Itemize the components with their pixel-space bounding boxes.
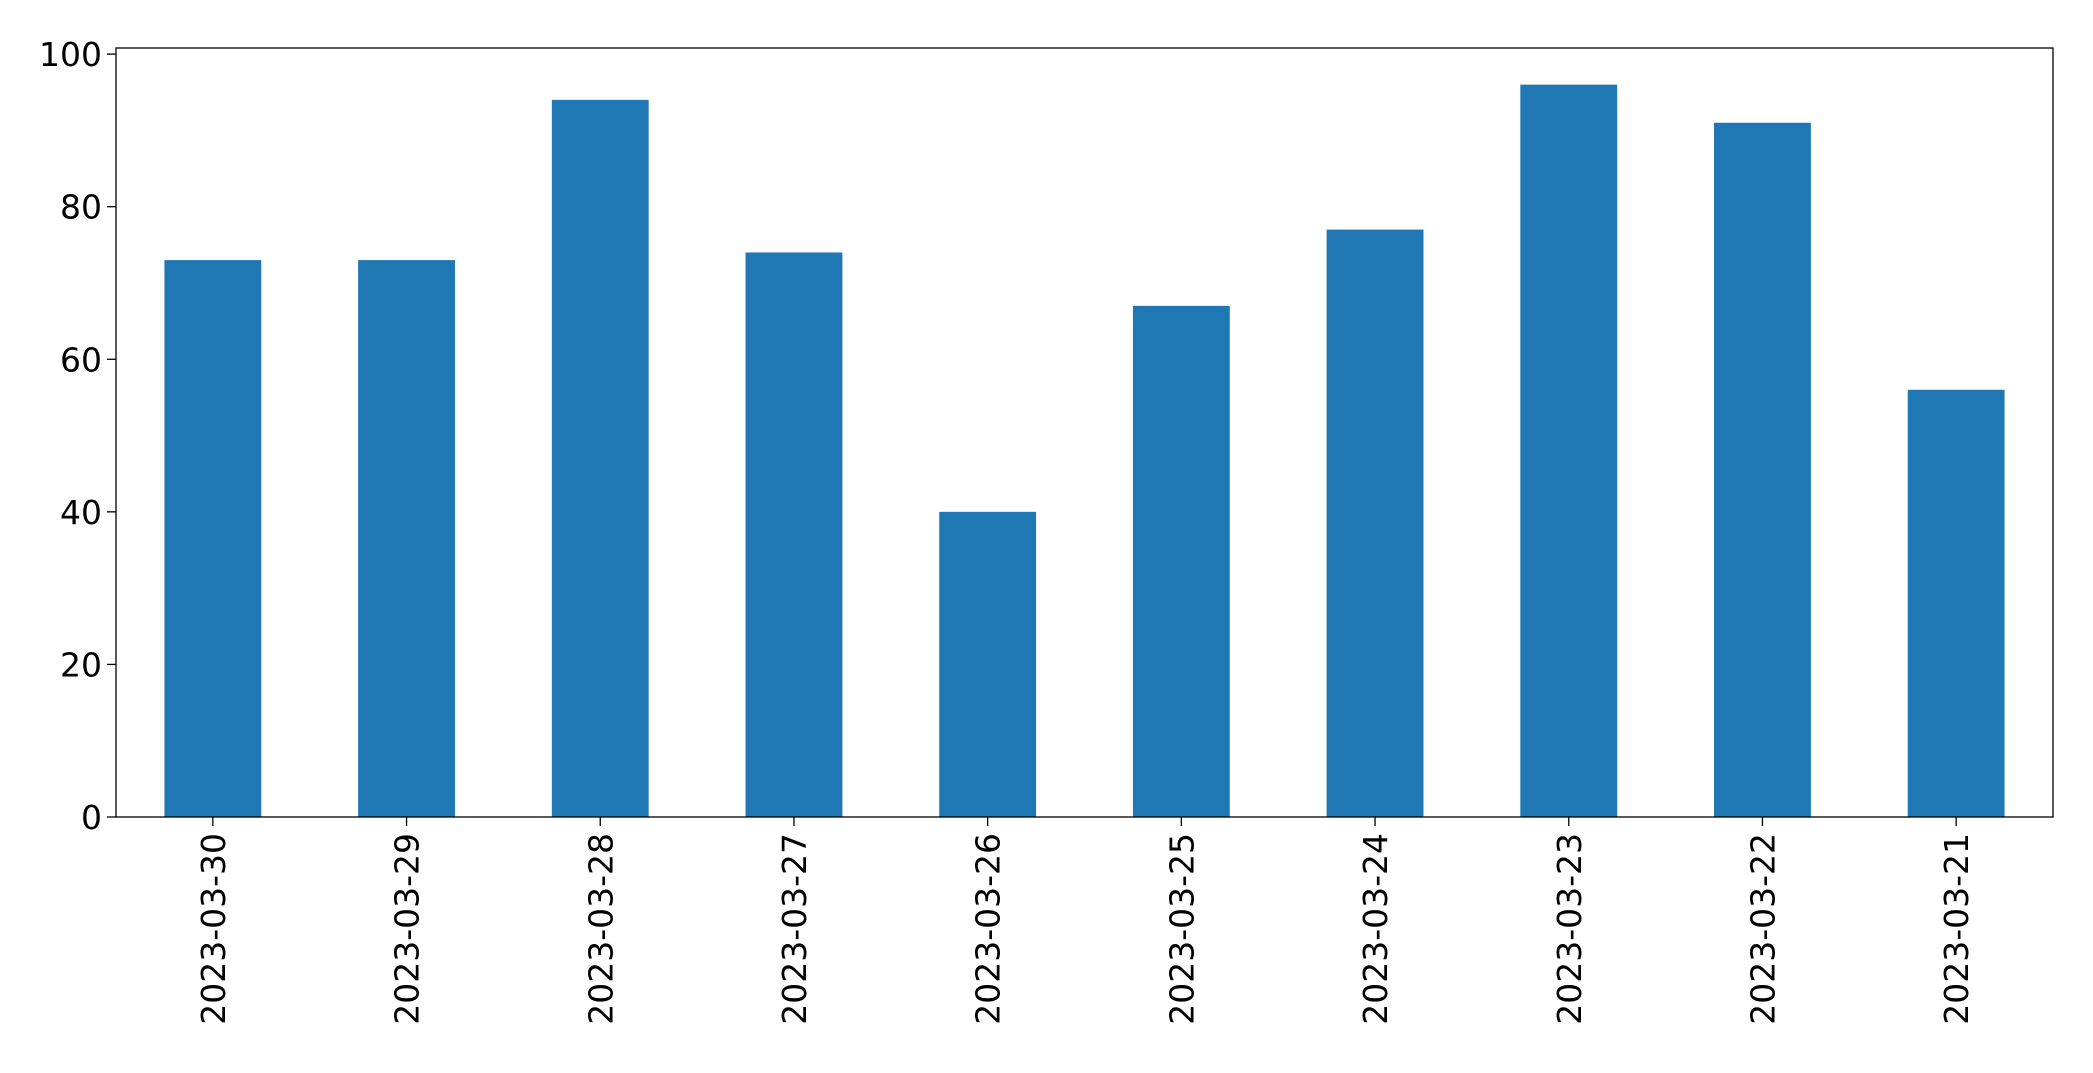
x-tick-label: 2023-03-22	[1743, 833, 1782, 1025]
bar	[1714, 122, 1811, 817]
y-tick-label: 40	[60, 493, 102, 532]
x-tick-label: 2023-03-21	[1937, 833, 1976, 1025]
x-tick-label: 2023-03-27	[775, 833, 814, 1025]
y-tick-label: 80	[60, 188, 102, 227]
y-tick-label: 0	[81, 798, 102, 837]
bar	[1132, 305, 1230, 817]
x-tick-label: 2023-03-29	[388, 833, 427, 1025]
x-tick-label: 2023-03-25	[1162, 833, 1201, 1025]
x-tick-label: 2023-03-26	[969, 833, 1008, 1025]
plot-area	[164, 84, 2005, 818]
x-tick-label: 2023-03-30	[194, 833, 233, 1025]
x-tick-label: 2023-03-24	[1356, 833, 1395, 1025]
axes-frame	[115, 47, 2054, 818]
bar	[551, 99, 649, 818]
bar	[745, 252, 843, 817]
bar	[164, 260, 262, 817]
y-tick-label: 100	[39, 35, 102, 74]
y-tick-label: 60	[60, 340, 102, 379]
x-tick-label: 2023-03-28	[581, 833, 620, 1025]
x-tick-label: 2023-03-23	[1550, 833, 1589, 1025]
bar	[358, 260, 455, 817]
bar	[1520, 84, 1618, 818]
bar	[1326, 229, 1424, 817]
bar	[939, 511, 1037, 817]
bar	[1907, 389, 2005, 817]
y-tick-label: 20	[60, 645, 102, 684]
